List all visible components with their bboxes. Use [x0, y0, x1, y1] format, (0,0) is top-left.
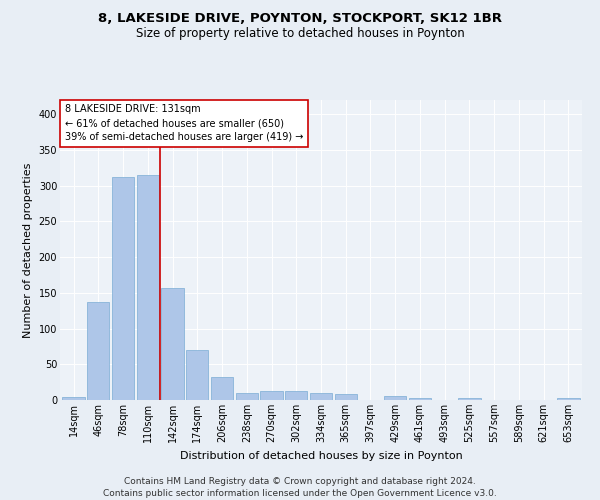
Bar [112, 177, 134, 400]
Bar [384, 396, 406, 400]
Bar [87, 302, 109, 400]
X-axis label: Distribution of detached houses by size in Poynton: Distribution of detached houses by size … [179, 450, 463, 460]
Text: 8 LAKESIDE DRIVE: 131sqm
← 61% of detached houses are smaller (650)
39% of semi-: 8 LAKESIDE DRIVE: 131sqm ← 61% of detach… [65, 104, 304, 142]
Bar [557, 398, 580, 400]
Bar [137, 175, 159, 400]
Bar [310, 393, 332, 400]
Y-axis label: Number of detached properties: Number of detached properties [23, 162, 33, 338]
Bar [285, 390, 307, 400]
Bar [186, 350, 208, 400]
Bar [335, 394, 357, 400]
Bar [260, 390, 283, 400]
Bar [409, 398, 431, 400]
Bar [161, 288, 184, 400]
Text: Contains HM Land Registry data © Crown copyright and database right 2024.
Contai: Contains HM Land Registry data © Crown c… [103, 476, 497, 498]
Bar [62, 397, 85, 400]
Text: 8, LAKESIDE DRIVE, POYNTON, STOCKPORT, SK12 1BR: 8, LAKESIDE DRIVE, POYNTON, STOCKPORT, S… [98, 12, 502, 26]
Bar [211, 377, 233, 400]
Bar [458, 398, 481, 400]
Bar [236, 393, 258, 400]
Text: Size of property relative to detached houses in Poynton: Size of property relative to detached ho… [136, 28, 464, 40]
